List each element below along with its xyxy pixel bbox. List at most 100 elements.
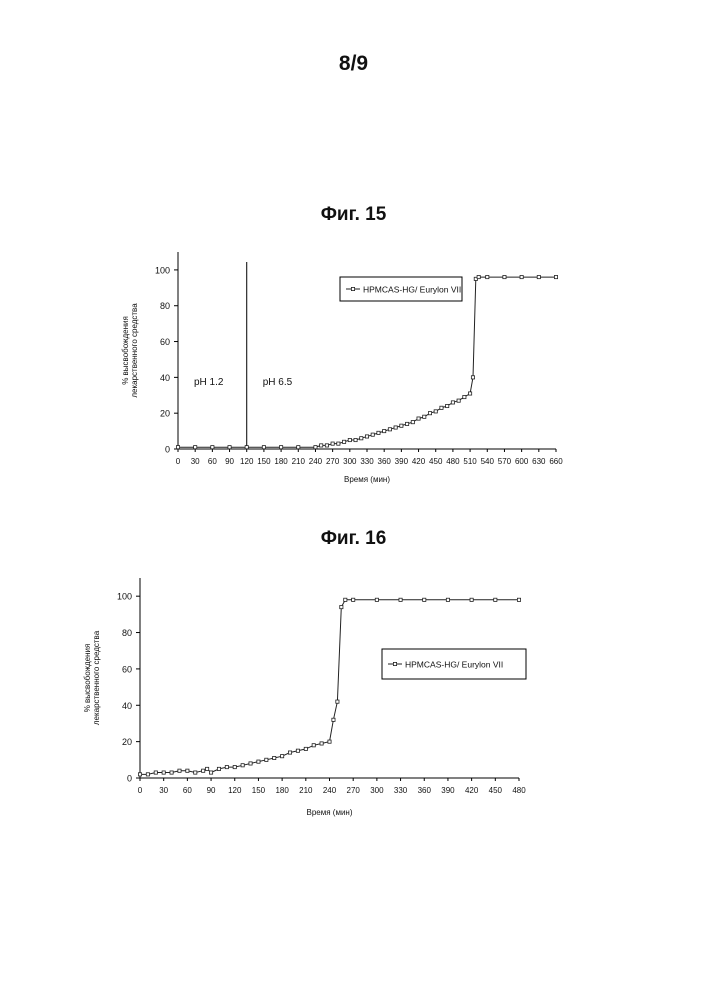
- data-point: [470, 598, 473, 601]
- x-tick-label: 480: [512, 786, 526, 795]
- data-point: [314, 446, 317, 449]
- data-point: [320, 444, 323, 447]
- data-point: [138, 773, 141, 776]
- x-tick-label: 390: [441, 786, 455, 795]
- data-point: [194, 771, 197, 774]
- data-point: [457, 399, 460, 402]
- x-tick-label: 390: [395, 457, 409, 466]
- data-point: [206, 767, 209, 770]
- data-point: [233, 765, 236, 768]
- x-tick-label: 210: [292, 457, 306, 466]
- figure-15-title: Фиг. 15: [0, 204, 707, 226]
- data-point: [446, 598, 449, 601]
- legend-marker: [393, 662, 396, 665]
- data-point: [336, 700, 339, 703]
- data-point: [225, 765, 228, 768]
- x-tick-label: 150: [252, 786, 266, 795]
- x-tick-label: 60: [183, 786, 192, 795]
- data-point: [477, 275, 480, 278]
- data-point: [494, 598, 497, 601]
- ph-left-label: pH 1.2: [194, 377, 224, 388]
- data-point: [537, 275, 540, 278]
- x-tick-label: 570: [498, 457, 512, 466]
- x-tick-label: 450: [489, 786, 503, 795]
- y-tick-label: 40: [122, 701, 132, 711]
- data-point: [463, 395, 466, 398]
- data-point: [360, 437, 363, 440]
- data-point: [423, 598, 426, 601]
- series-line: [140, 600, 519, 775]
- ph-right-label: pH 6.5: [263, 377, 293, 388]
- data-point: [281, 755, 284, 758]
- x-tick-label: 0: [176, 457, 181, 466]
- y-tick-label: 20: [160, 409, 170, 419]
- data-point: [503, 275, 506, 278]
- data-point: [194, 446, 197, 449]
- data-point: [241, 764, 244, 767]
- series-line: [178, 277, 556, 447]
- data-point: [434, 410, 437, 413]
- data-point: [352, 598, 355, 601]
- y-tick-label: 0: [127, 774, 132, 784]
- data-point: [348, 438, 351, 441]
- data-point: [328, 740, 331, 743]
- data-point: [440, 406, 443, 409]
- y-tick-label: 60: [160, 337, 170, 347]
- legend-marker: [351, 287, 354, 290]
- figure-16-chart: 0204060801000306090120150180210240270300…: [0, 565, 707, 830]
- x-tick-label: 600: [515, 457, 529, 466]
- data-point: [202, 769, 205, 772]
- data-point: [304, 747, 307, 750]
- x-tick-label: 270: [347, 786, 361, 795]
- data-point: [554, 275, 557, 278]
- data-point: [249, 762, 252, 765]
- y-tick-label: 60: [122, 664, 132, 674]
- y-tick-label: 100: [155, 265, 170, 275]
- legend-label: HPMCAS-HG/ Eurylon VII: [405, 660, 503, 670]
- data-point: [417, 417, 420, 420]
- x-tick-label: 330: [394, 786, 408, 795]
- data-point: [428, 412, 431, 415]
- data-point: [312, 744, 315, 747]
- data-point: [446, 404, 449, 407]
- data-point: [325, 444, 328, 447]
- data-point: [517, 598, 520, 601]
- data-point: [375, 598, 378, 601]
- y-tick-label: 100: [117, 592, 132, 602]
- data-point: [209, 771, 212, 774]
- y-axis-title: % высвобождениялекарственного средства: [121, 303, 139, 398]
- data-point: [394, 426, 397, 429]
- x-tick-label: 240: [309, 457, 323, 466]
- data-point: [340, 605, 343, 608]
- x-tick-label: 330: [360, 457, 374, 466]
- x-tick-label: 420: [465, 786, 479, 795]
- x-tick-label: 120: [228, 786, 242, 795]
- data-point: [146, 773, 149, 776]
- data-point: [279, 446, 282, 449]
- data-point: [288, 751, 291, 754]
- x-tick-label: 450: [429, 457, 443, 466]
- figure-15-chart: 0204060801000306090120150180210240270300…: [0, 240, 707, 500]
- y-tick-label: 20: [122, 737, 132, 747]
- data-point: [388, 428, 391, 431]
- x-tick-label: 180: [274, 457, 288, 466]
- data-point: [468, 392, 471, 395]
- x-tick-label: 510: [463, 457, 477, 466]
- y-tick-label: 80: [160, 301, 170, 311]
- data-point: [344, 598, 347, 601]
- x-tick-label: 0: [138, 786, 143, 795]
- data-point: [405, 422, 408, 425]
- data-point: [411, 421, 414, 424]
- data-point: [273, 756, 276, 759]
- x-tick-label: 30: [159, 786, 168, 795]
- y-axis-title-line: % высвобождения: [83, 644, 92, 713]
- x-tick-label: 30: [191, 457, 200, 466]
- data-point: [320, 742, 323, 745]
- y-tick-label: 40: [160, 373, 170, 383]
- data-point: [154, 771, 157, 774]
- data-point: [400, 424, 403, 427]
- x-tick-label: 420: [412, 457, 426, 466]
- y-tick-label: 0: [165, 445, 170, 455]
- data-point: [354, 438, 357, 441]
- data-point: [262, 446, 265, 449]
